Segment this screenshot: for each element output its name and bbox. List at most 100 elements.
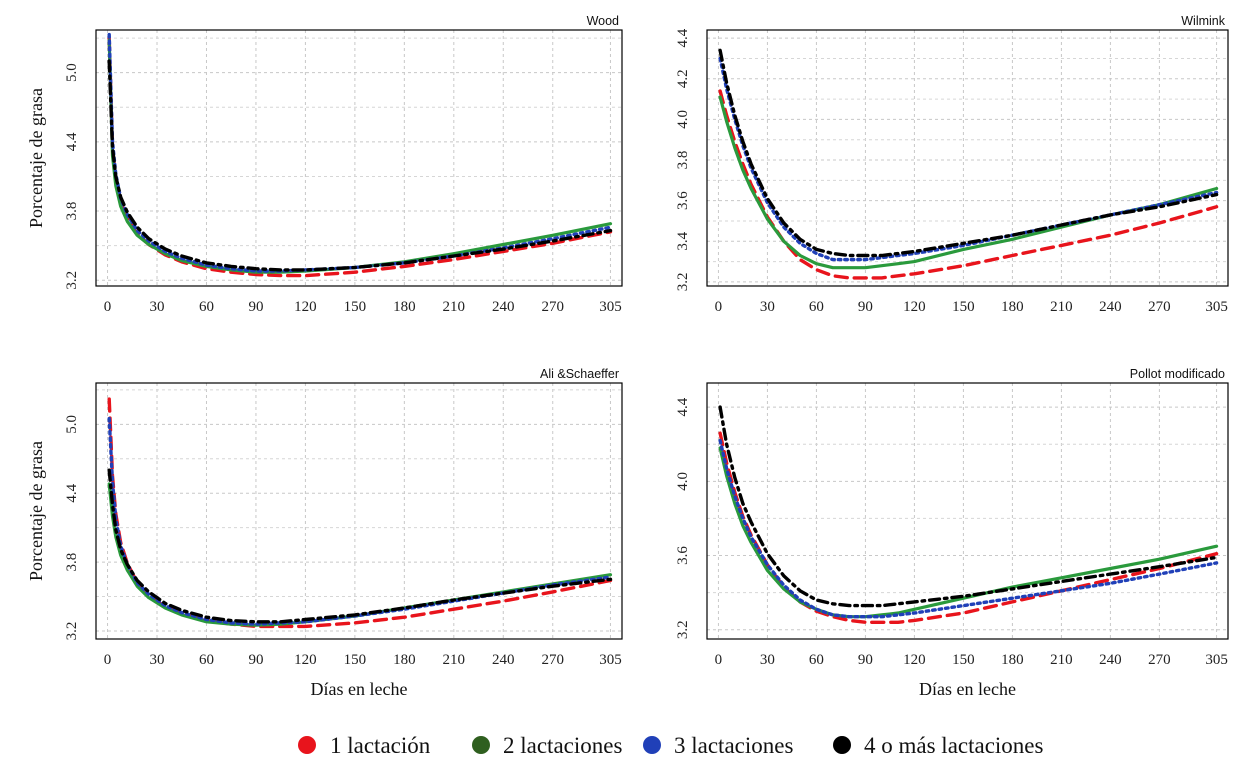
x-tick-label: 0 bbox=[104, 652, 112, 668]
x-tick-label: 60 bbox=[199, 299, 214, 315]
x-tick-label: 240 bbox=[492, 299, 515, 315]
y-tick-label: 4.4 bbox=[675, 28, 691, 47]
y-tick-label: 3.2 bbox=[64, 271, 80, 290]
y-tick-label: 4.4 bbox=[675, 397, 691, 416]
plot-frame bbox=[706, 29, 1229, 287]
x-tick-label: 120 bbox=[903, 299, 926, 315]
y-tick-label: 4.4 bbox=[64, 132, 80, 151]
plot-frame bbox=[95, 29, 623, 287]
y-tick-label: 4.4 bbox=[64, 483, 80, 502]
x-tick-label: 180 bbox=[393, 652, 416, 668]
x-tick-label: 240 bbox=[1099, 652, 1122, 668]
y-tick-label: 3.8 bbox=[64, 553, 80, 572]
x-tick-label: 0 bbox=[715, 652, 723, 668]
panel-title: Wilmink bbox=[1181, 14, 1225, 28]
x-tick-label: 180 bbox=[393, 299, 416, 315]
series-group bbox=[718, 405, 1219, 624]
legend-marker bbox=[472, 736, 490, 754]
series-line-2 bbox=[718, 95, 1219, 270]
x-tick-label: 150 bbox=[344, 299, 367, 315]
x-tick-label: 30 bbox=[760, 299, 775, 315]
y-tick-label: 4.0 bbox=[675, 472, 691, 491]
y-tick-label: 3.8 bbox=[64, 202, 80, 221]
x-tick-label: 270 bbox=[541, 299, 564, 315]
x-tick-label: 210 bbox=[1050, 299, 1073, 315]
legend-item: 2 lactaciones bbox=[472, 733, 622, 758]
plot-frame bbox=[95, 382, 623, 640]
x-tick-label: 0 bbox=[104, 299, 112, 315]
x-tick-label: 180 bbox=[1001, 652, 1024, 668]
y-tick-label: 4.0 bbox=[675, 110, 691, 129]
x-tick-label: 305 bbox=[599, 652, 622, 668]
panel-2: 0 30 60 90 120 150 180 210 240 270 305 3.2 3.8 4.4 5.0… bbox=[26, 367, 623, 699]
chart-panels: 0 30 60 90 120 150 180 210 240 270 305 3.2 3.8 4.4 5.0… bbox=[26, 14, 1229, 699]
x-tick-label: 180 bbox=[1001, 299, 1024, 315]
legend-label: 4 o más lactaciones bbox=[864, 733, 1044, 758]
legend-item: 3 lactaciones bbox=[643, 733, 793, 758]
x-tick-label: 90 bbox=[858, 652, 873, 668]
series-group bbox=[718, 48, 1219, 280]
x-axis-label: Días en leche bbox=[311, 679, 408, 699]
legend-item: 1 lactación bbox=[298, 733, 431, 758]
series-line-1 bbox=[718, 89, 1219, 280]
y-axis-label: Porcentaje de grasa bbox=[26, 88, 46, 228]
panel-title: Pollot modificado bbox=[1130, 367, 1225, 381]
y-tick-label: 5.0 bbox=[64, 63, 80, 82]
series-line-4 bbox=[718, 405, 1219, 608]
x-tick-label: 210 bbox=[443, 299, 466, 315]
x-tick-label: 210 bbox=[1050, 652, 1073, 668]
y-tick-label: 3.6 bbox=[675, 191, 691, 210]
legend-label: 2 lactaciones bbox=[503, 733, 622, 758]
x-tick-label: 150 bbox=[952, 652, 975, 668]
series-group bbox=[107, 397, 613, 629]
x-tick-label: 30 bbox=[150, 652, 165, 668]
x-tick-label: 30 bbox=[150, 299, 165, 315]
y-tick-label: 3.8 bbox=[675, 151, 691, 170]
series-line-4 bbox=[107, 468, 613, 624]
x-tick-label: 60 bbox=[809, 652, 824, 668]
y-tick-label: 3.2 bbox=[64, 622, 80, 641]
panel-1: 0 30 60 90 120 150 180 210 240 270 305 3.2 3.4 3.6 3.8… bbox=[675, 14, 1229, 315]
y-axis-label: Porcentaje de grasa bbox=[26, 441, 46, 581]
legend-marker bbox=[833, 736, 851, 754]
x-tick-label: 60 bbox=[199, 652, 214, 668]
panel-title: Wood bbox=[587, 14, 619, 28]
series-line-4 bbox=[718, 48, 1219, 258]
plot-area bbox=[96, 383, 622, 639]
x-tick-label: 305 bbox=[1205, 299, 1228, 315]
legend-label: 1 lactación bbox=[330, 733, 431, 758]
legend-marker bbox=[298, 736, 316, 754]
series-line-1 bbox=[107, 36, 613, 278]
y-tick-label: 4.2 bbox=[675, 69, 691, 88]
x-tick-label: 30 bbox=[760, 652, 775, 668]
x-tick-label: 270 bbox=[1148, 652, 1171, 668]
x-tick-label: 240 bbox=[1099, 299, 1122, 315]
x-tick-label: 270 bbox=[541, 652, 564, 668]
x-tick-label: 270 bbox=[1148, 299, 1171, 315]
x-tick-label: 210 bbox=[443, 652, 466, 668]
panel-3: 0 30 60 90 120 150 180 210 240 270 305 3.2 3.6 4.0 4.4… bbox=[675, 367, 1229, 699]
y-tick-label: 3.4 bbox=[675, 231, 691, 250]
legend-marker bbox=[643, 736, 661, 754]
x-tick-label: 90 bbox=[248, 299, 263, 315]
y-tick-label: 5.0 bbox=[64, 415, 80, 434]
x-tick-label: 305 bbox=[1205, 652, 1228, 668]
plot-frame bbox=[706, 382, 1229, 640]
y-tick-label: 3.6 bbox=[675, 546, 691, 565]
series-line-3 bbox=[718, 438, 1219, 619]
plot-area bbox=[96, 30, 622, 286]
x-axis-label: Días en leche bbox=[919, 679, 1016, 699]
x-tick-label: 0 bbox=[715, 299, 723, 315]
legend: 1 lactación 2 lactaciones 3 lactaciones 4 o… bbox=[298, 733, 1044, 758]
x-tick-label: 90 bbox=[248, 652, 263, 668]
x-tick-label: 60 bbox=[809, 299, 824, 315]
x-tick-label: 150 bbox=[952, 299, 975, 315]
x-tick-label: 305 bbox=[599, 299, 622, 315]
x-tick-label: 120 bbox=[294, 299, 317, 315]
x-tick-label: 120 bbox=[294, 652, 317, 668]
plot-area bbox=[707, 383, 1228, 639]
x-tick-label: 240 bbox=[492, 652, 515, 668]
x-tick-label: 150 bbox=[344, 652, 367, 668]
panel-title: Ali &Schaeffer bbox=[540, 367, 619, 381]
